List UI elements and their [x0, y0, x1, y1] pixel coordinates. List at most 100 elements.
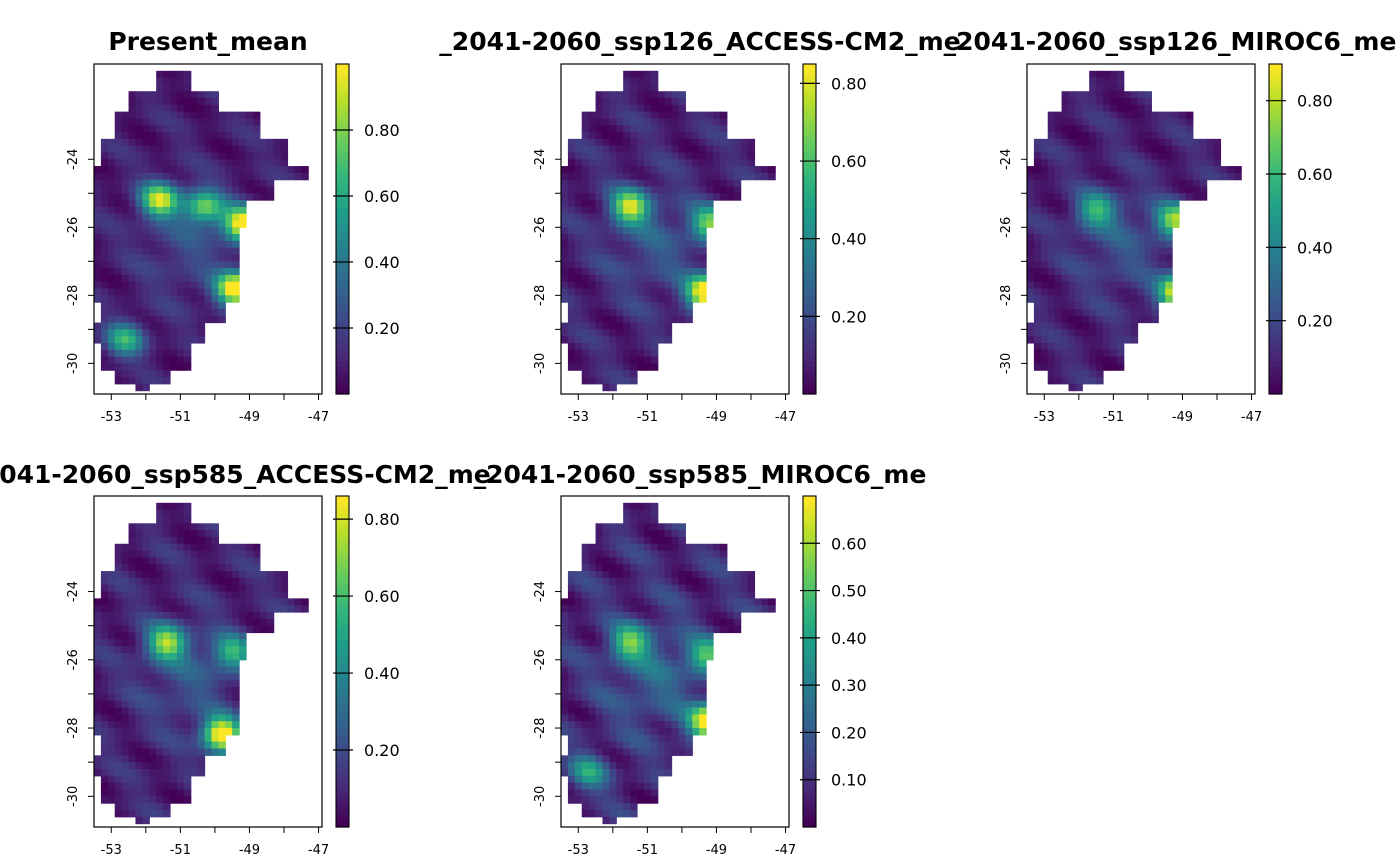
raster-cell [595, 220, 604, 228]
raster-cell [183, 550, 192, 559]
raster-cell [1158, 132, 1166, 140]
raster-cell [149, 557, 157, 565]
raster-cell [1075, 200, 1083, 208]
colorbar-swatch [336, 667, 349, 674]
raster-cell [135, 530, 143, 538]
raster-cell [1027, 234, 1035, 242]
raster-cell [163, 268, 171, 276]
raster-cell [204, 281, 213, 290]
raster-cell [94, 707, 102, 715]
raster-cell [602, 268, 610, 276]
raster-cell [239, 571, 247, 579]
raster-cell [197, 639, 206, 647]
raster-cell [1075, 125, 1083, 133]
raster-cell [94, 274, 102, 283]
raster-cell [630, 356, 638, 364]
raster-cell [170, 625, 178, 634]
raster-cell [183, 734, 192, 743]
raster-cell [685, 125, 693, 133]
raster-cell [183, 693, 192, 702]
raster-cell [713, 172, 721, 181]
raster-cell [232, 728, 240, 736]
raster-cell [232, 721, 240, 729]
raster-cell [1123, 98, 1132, 106]
raster-cell [630, 125, 638, 133]
raster-cell [252, 186, 261, 194]
raster-cell [623, 247, 631, 256]
raster-cell [170, 213, 178, 222]
raster-cell [616, 172, 624, 181]
raster-cell [657, 680, 666, 688]
raster-cell [713, 618, 721, 627]
raster-cell [623, 646, 631, 654]
raster-cell [149, 612, 157, 620]
raster-cell [100, 571, 109, 579]
colorbar-swatch [336, 366, 349, 373]
raster-cell [252, 571, 261, 579]
raster-cell [1096, 118, 1104, 126]
raster-cell [1089, 356, 1097, 364]
raster-cell [225, 213, 233, 222]
raster-cell [156, 268, 164, 276]
raster-cell [574, 652, 583, 661]
raster-cell [581, 639, 590, 647]
raster-cell [595, 618, 604, 627]
raster-cell [692, 639, 700, 647]
raster-cell [135, 125, 143, 133]
raster-cell [581, 543, 590, 552]
raster-cell [623, 349, 631, 358]
raster-cell [190, 530, 199, 538]
raster-cell [107, 336, 116, 344]
colorbar-swatch [803, 86, 816, 93]
raster-cell [218, 138, 226, 147]
raster-cell [650, 509, 659, 518]
colorbar-tick-label: 0.80 [364, 510, 400, 529]
raster-cell [107, 349, 116, 358]
raster-cell [100, 768, 109, 777]
raster-cell [1165, 234, 1173, 242]
raster-cell [176, 646, 185, 654]
colorbar-swatch [336, 777, 349, 784]
raster-cell [1089, 302, 1097, 310]
raster-cell [135, 734, 143, 743]
raster-cell [623, 796, 631, 804]
raster-cell [107, 213, 116, 222]
raster-cell [664, 274, 673, 283]
raster-cell [1103, 84, 1111, 92]
raster-cell [204, 308, 213, 317]
raster-cell [1144, 308, 1152, 317]
raster-cell [671, 714, 680, 722]
raster-cell [664, 166, 673, 174]
raster-cell [1109, 125, 1118, 133]
raster-cell [163, 734, 171, 743]
raster-cell [664, 714, 673, 722]
raster-cell [588, 145, 597, 154]
raster-cell [163, 693, 171, 702]
colorbar-tick-label: 0.80 [831, 74, 867, 93]
raster-cell [664, 220, 673, 228]
raster-cell [623, 509, 631, 518]
raster-cell [706, 543, 714, 552]
colorbar-swatch [336, 496, 349, 503]
raster-cell [602, 206, 610, 215]
raster-cell [204, 179, 213, 188]
raster-cell [561, 213, 569, 222]
raster-cell [1027, 172, 1035, 181]
raster-cell [1075, 159, 1083, 167]
raster-cell [602, 768, 610, 777]
raster-cell [1096, 179, 1104, 188]
raster-cell [94, 200, 102, 208]
raster-cell [218, 598, 226, 606]
raster-cell [623, 728, 631, 736]
raster-cell [581, 179, 590, 188]
raster-cell [664, 530, 673, 538]
colorbar-swatch [1269, 311, 1282, 318]
raster-cell [163, 509, 171, 518]
raster-cell [699, 193, 707, 201]
raster-cell [1033, 288, 1042, 296]
raster-cell [1089, 342, 1097, 351]
raster-cell [183, 714, 192, 722]
raster-cell [678, 302, 686, 310]
raster-cell [142, 383, 150, 392]
raster-cell [100, 700, 109, 709]
